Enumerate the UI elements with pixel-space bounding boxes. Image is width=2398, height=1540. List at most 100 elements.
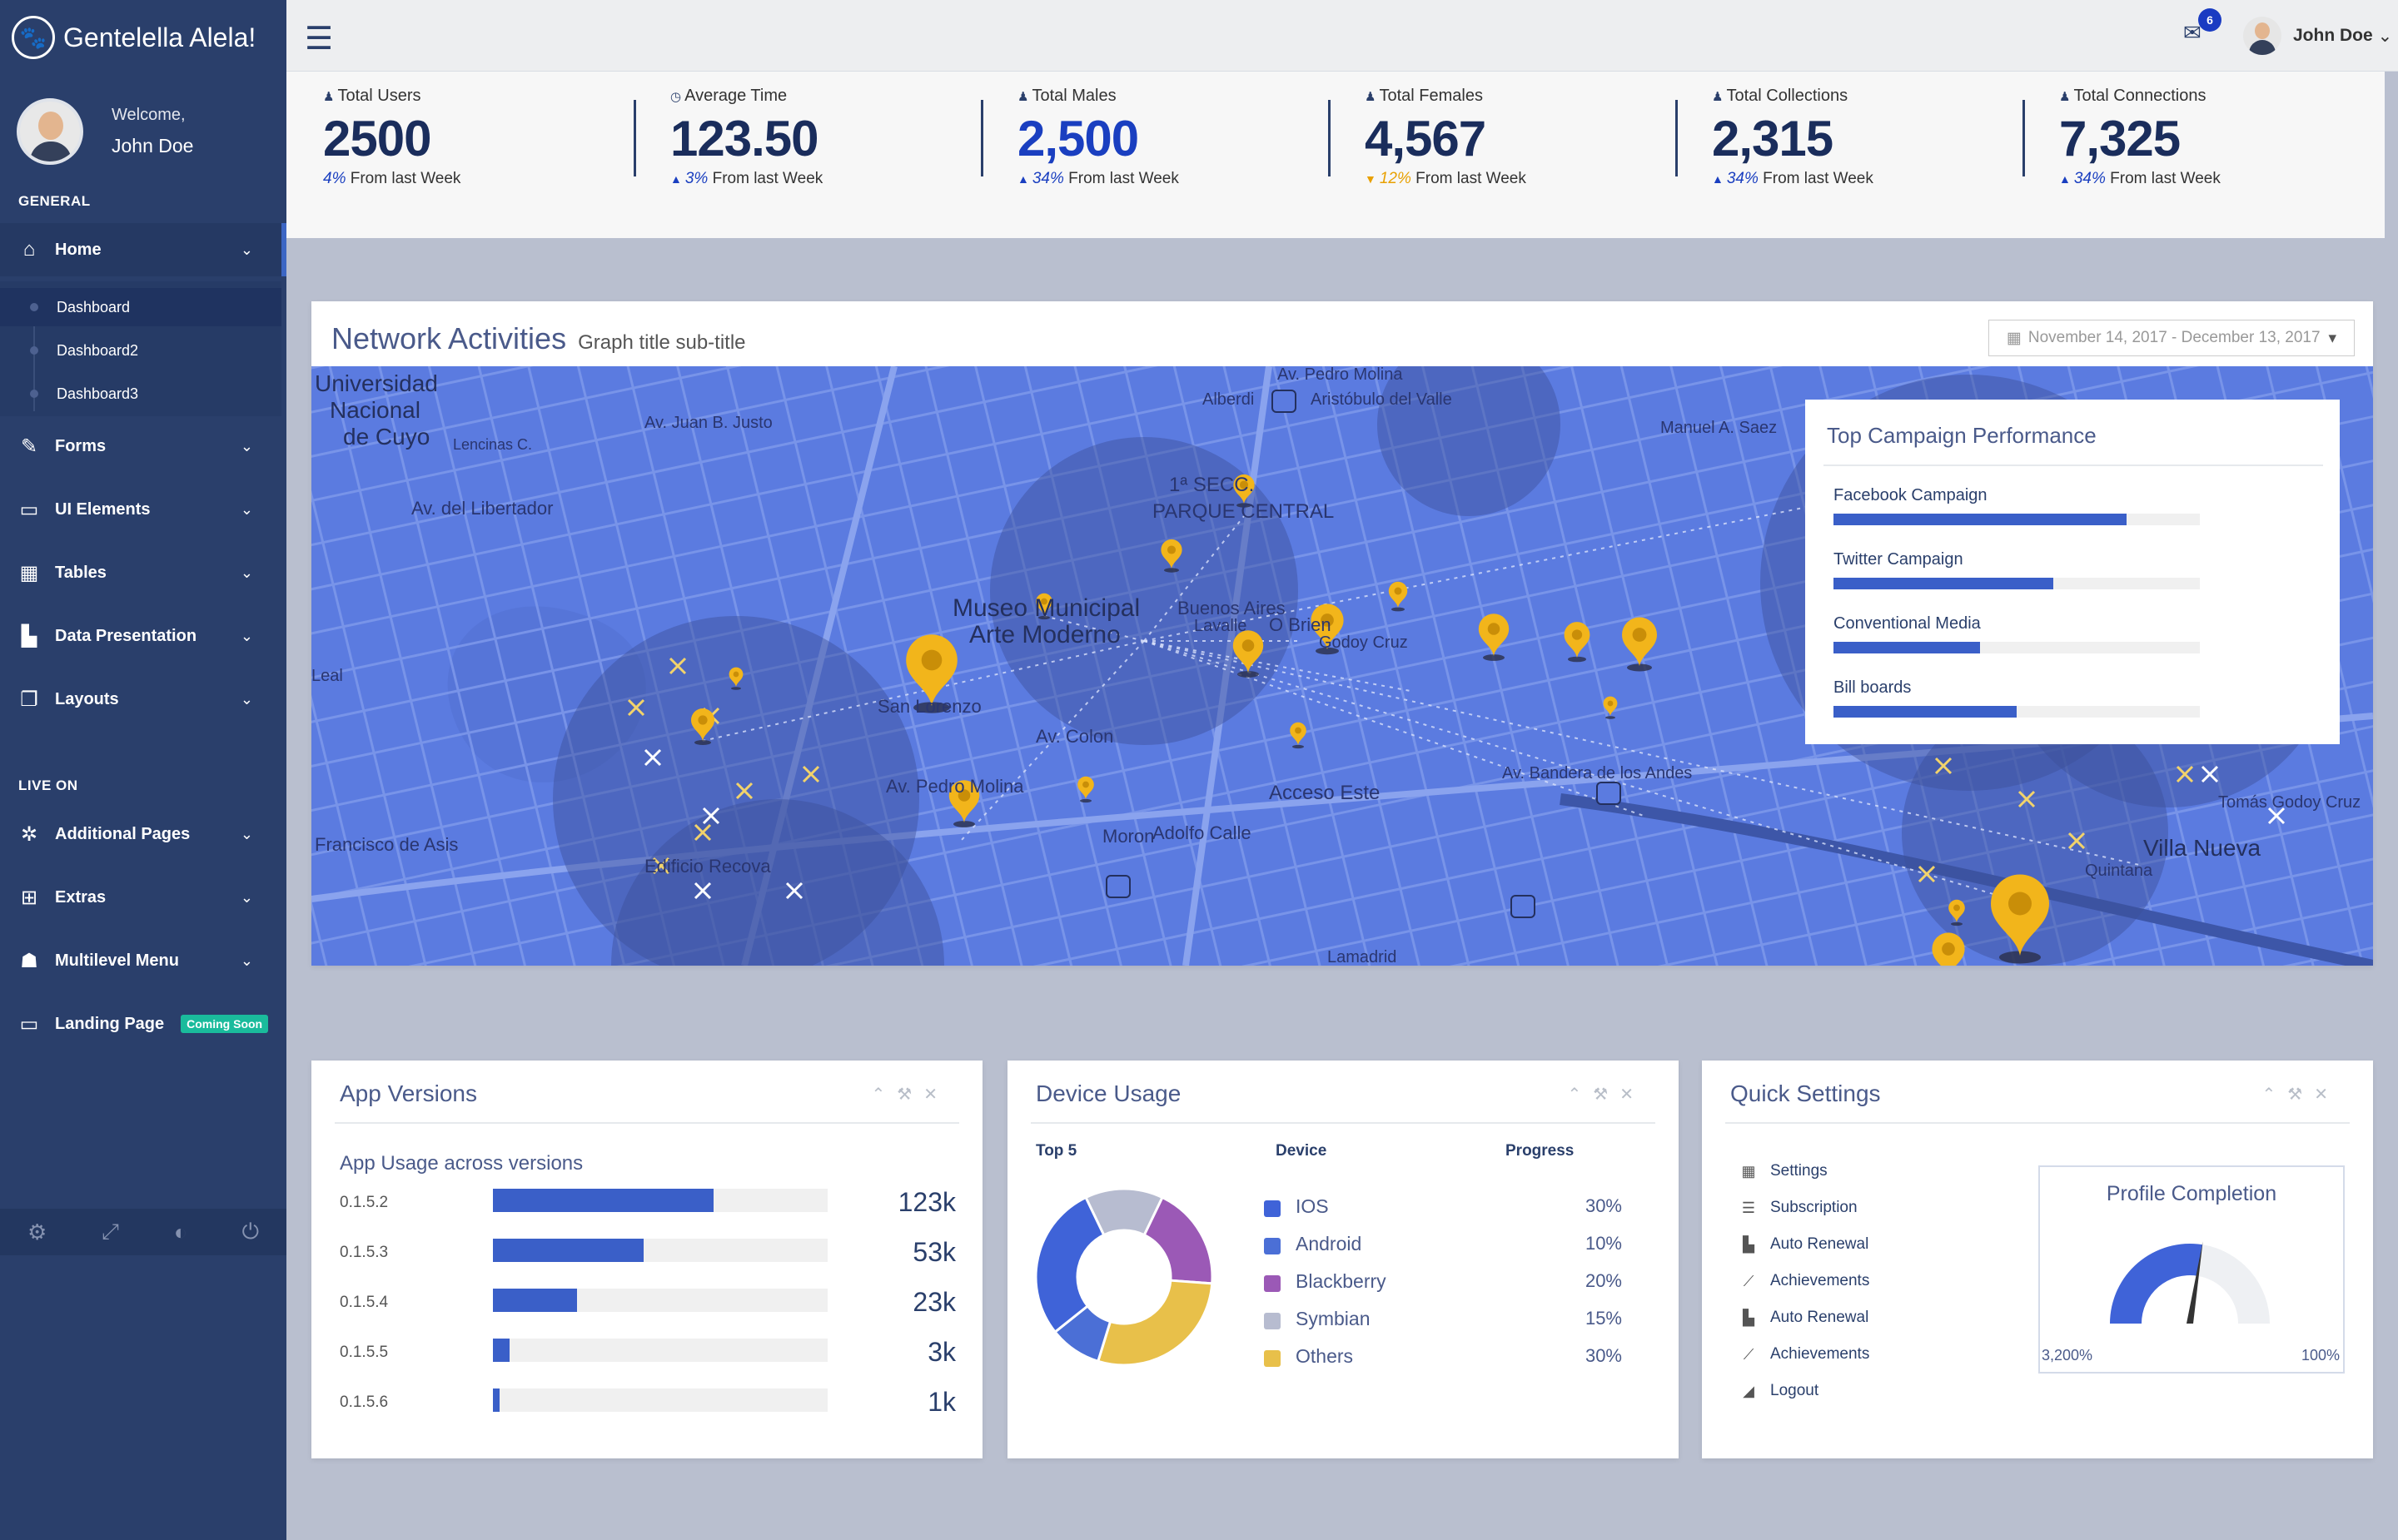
pin-dot bbox=[1241, 639, 1255, 652]
x-marker bbox=[2017, 790, 2036, 808]
tile-change-suffix: From last Week bbox=[1415, 170, 1526, 187]
sidebar-item-ui-elements[interactable]: ▭ UI Elements ⌄ bbox=[0, 483, 281, 536]
quick-setting-item[interactable]: ◢ Logout bbox=[1739, 1379, 1818, 1403]
donut-slice-ios[interactable] bbox=[1034, 1195, 1106, 1334]
x-marker-white bbox=[644, 748, 662, 767]
settings-icon[interactable]: ⚙ bbox=[27, 1219, 47, 1244]
tile-divider bbox=[1675, 100, 1678, 176]
network-map[interactable]: Universidad Nacional de Cuyo Museo Municipa… bbox=[311, 366, 2373, 966]
sidebar-item-additional-pages[interactable]: ✲ Additional Pages ⌄ bbox=[0, 807, 281, 861]
pin-shadow bbox=[1236, 503, 1251, 508]
campaign-row: Conventional Media bbox=[1833, 614, 2200, 653]
user-menu[interactable]: John Doe ⌄ bbox=[2243, 17, 2392, 55]
sidebar-item-home[interactable]: ⌂ Home ⌄ bbox=[0, 223, 286, 276]
sidebar-subitem-dashboard[interactable]: Dashboard bbox=[0, 288, 281, 326]
chevron-up-icon[interactable]: ⌃ bbox=[2261, 1085, 2288, 1104]
chevron-up-icon[interactable]: ⌃ bbox=[1567, 1085, 1594, 1104]
menu-toggle-icon[interactable]: ☰ bbox=[305, 22, 334, 57]
pin-shadow bbox=[1237, 671, 1259, 678]
close-icon[interactable]: ✕ bbox=[2314, 1085, 2340, 1104]
wrench-icon[interactable]: ⚒ bbox=[1593, 1085, 1620, 1104]
tile-change: 3% bbox=[684, 170, 709, 187]
sidebar-subitem-dashboard3[interactable]: Dashboard3 bbox=[0, 375, 281, 413]
clone-icon: ❐ bbox=[20, 688, 38, 711]
fullscreen-icon[interactable]: ⤢ bbox=[102, 1219, 119, 1244]
tile-comparison: ▼ 12% From last Week bbox=[1365, 170, 1526, 188]
app-version-fill bbox=[493, 1289, 577, 1312]
close-icon[interactable]: ✕ bbox=[923, 1085, 949, 1104]
bug-icon: ✲ bbox=[20, 822, 38, 846]
street-line bbox=[1451, 366, 1729, 966]
home-icon: ⌂ bbox=[22, 238, 36, 261]
street-line bbox=[311, 366, 454, 966]
app-usage-subtitle: App Usage across versions bbox=[340, 1152, 584, 1175]
envelope-icon[interactable]: ✉ bbox=[2183, 20, 2201, 45]
bar-chart-icon: ▙ bbox=[1743, 1309, 1754, 1326]
tile-change: 34% bbox=[2073, 170, 2106, 187]
tile-value: 2500 bbox=[323, 111, 431, 166]
subitem-label: Dashboard bbox=[57, 298, 131, 315]
sidebar-item-extras[interactable]: ⊞ Extras ⌄ bbox=[0, 871, 281, 924]
app-version-value: 1k bbox=[928, 1387, 956, 1417]
user-menu-name: John Doe bbox=[2293, 26, 2373, 45]
pin-dot bbox=[921, 649, 943, 671]
quick-setting-item[interactable]: ⟋ Achievements bbox=[1739, 1269, 1870, 1294]
tile-value: 2,315 bbox=[1712, 111, 1833, 166]
street-line bbox=[311, 366, 2373, 837]
chevron-up-icon[interactable]: ⌃ bbox=[871, 1085, 898, 1104]
tile-label-text: Total Connections bbox=[2073, 87, 2206, 105]
top-navbar: ☰ ✉ 6 John Doe ⌄ bbox=[286, 0, 2398, 72]
sidebar-item-data-presentation[interactable]: ▙ Data Presentation ⌄ bbox=[0, 609, 281, 663]
date-range-picker[interactable]: ▦ November 14, 2017 - December 13, 2017 … bbox=[1988, 320, 2355, 356]
pin-shadow bbox=[953, 821, 975, 827]
sidebar-item-tables[interactable]: ▦ Tables ⌄ bbox=[0, 546, 281, 599]
quick-setting-item[interactable]: ▙ Auto Renewal bbox=[1739, 1305, 1868, 1330]
quick-setting-item[interactable]: ☰ Subscription bbox=[1739, 1195, 1858, 1220]
x-marker bbox=[1934, 757, 1953, 775]
eye-slash-icon[interactable]: ◐ bbox=[173, 1219, 187, 1244]
avatar[interactable] bbox=[17, 98, 83, 165]
donut-slice-others[interactable] bbox=[1096, 1279, 1214, 1367]
close-icon[interactable]: ✕ bbox=[1619, 1085, 1645, 1104]
quick-setting-item[interactable]: ⟋ Achievements bbox=[1739, 1342, 1870, 1367]
connection-line bbox=[1043, 615, 1145, 642]
tile-divider bbox=[1328, 100, 1331, 176]
tile-label-text: Total Males bbox=[1032, 87, 1117, 105]
chevron-down-icon: ⌄ bbox=[240, 825, 253, 842]
major-road bbox=[311, 713, 2373, 902]
sidebar-item-multilevel-menu[interactable]: ☗ Multilevel Menu ⌄ bbox=[0, 934, 281, 987]
quick-setting-label: Settings bbox=[1770, 1162, 1828, 1180]
tile-label: ♟ Total Collections bbox=[1712, 87, 1848, 106]
wrench-icon[interactable]: ⚒ bbox=[2287, 1085, 2315, 1104]
power-icon[interactable]: ⏻ bbox=[241, 1219, 260, 1244]
quick-setting-item[interactable]: ▦ Settings bbox=[1739, 1159, 1828, 1184]
table-icon: ▦ bbox=[19, 561, 39, 584]
brand[interactable]: 🐾 Gentelella Alela! bbox=[12, 12, 256, 63]
profile-completion-title: Profile Completion bbox=[2106, 1182, 2277, 1205]
sidebar-item-forms[interactable]: ✎ Forms ⌄ bbox=[0, 420, 281, 473]
sidebar-item-label: UI Elements bbox=[55, 499, 151, 519]
route-shield bbox=[1271, 390, 1296, 413]
map-label: PARQUE CENTRAL bbox=[1152, 500, 1334, 523]
app-version-fill bbox=[493, 1388, 500, 1412]
device-donut-chart[interactable] bbox=[1032, 1185, 1216, 1369]
wrench-icon[interactable]: ⚒ bbox=[897, 1085, 924, 1104]
quick-setting-item[interactable]: ▙ Auto Renewal bbox=[1739, 1232, 1868, 1257]
app-version-value: 3k bbox=[928, 1337, 956, 1367]
pin-dot bbox=[1942, 942, 1955, 956]
sidebar-item-landing-page[interactable]: ▭ Landing Page Coming Soon bbox=[0, 997, 281, 1051]
street-line bbox=[1545, 366, 1823, 966]
sidebar-item-layouts[interactable]: ❐ Layouts ⌄ bbox=[0, 673, 281, 726]
street-line bbox=[311, 366, 2373, 541]
tile-change: 12% bbox=[1379, 170, 1411, 187]
network-activities-panel: Network Activities Graph title sub-title… bbox=[311, 301, 2373, 966]
map-label: Edificio Recova bbox=[644, 856, 771, 877]
profile-gauge bbox=[2110, 1241, 2270, 1324]
sidebar-subitem-dashboard2[interactable]: Dashboard2 bbox=[0, 331, 281, 370]
pin-dot bbox=[1953, 904, 1960, 912]
street-line bbox=[1073, 366, 1351, 966]
pin-dot bbox=[1394, 587, 1402, 595]
tile-label: ♟ Total Females bbox=[1365, 87, 1483, 106]
tile-average-time: ◷ Average Time 123.50 ▲ 3% From last Week bbox=[634, 72, 981, 238]
panel-tools: ⌃⚒✕ bbox=[1568, 1084, 1645, 1105]
